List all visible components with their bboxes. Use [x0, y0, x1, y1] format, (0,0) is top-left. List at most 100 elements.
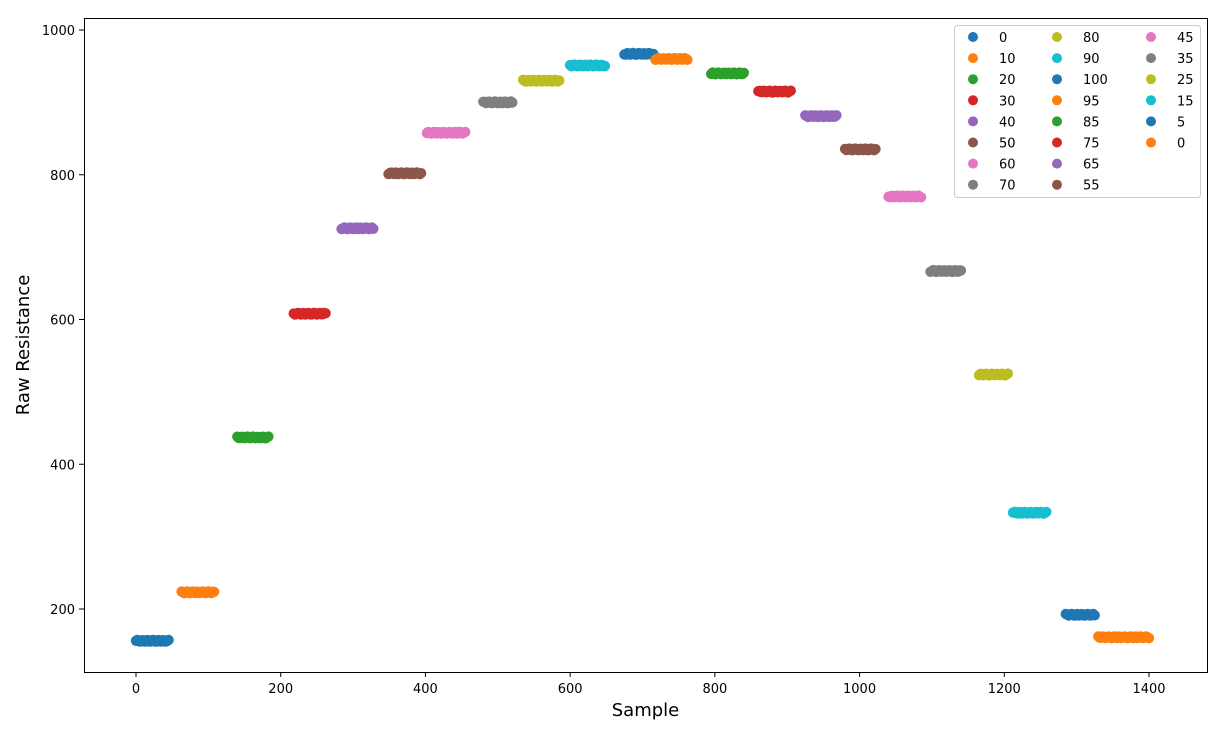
legend-marker-icon [1052, 179, 1062, 190]
legend-label: 75 [1083, 137, 1100, 152]
data-point [368, 223, 379, 234]
x-tick-label: 1000 [843, 682, 876, 697]
legend-marker-icon [968, 137, 978, 148]
series-70-points [478, 96, 518, 109]
series-35-points [925, 264, 967, 278]
legend-marker-icon [968, 95, 978, 106]
legend-marker-icon [968, 116, 978, 127]
legend: 0102030405060708090100958575655545352515… [954, 25, 1201, 198]
legend-label: 100 [1083, 73, 1108, 88]
legend-item: 25 [1146, 73, 1194, 88]
legend-marker-icon [968, 179, 978, 190]
legend-marker-icon [1146, 32, 1156, 42]
legend-item: 75 [1052, 137, 1100, 152]
legend-item: 90 [1052, 52, 1100, 67]
legend-label: 0 [1177, 137, 1185, 152]
legend-label: 55 [1083, 179, 1100, 194]
legend-label: 35 [1177, 52, 1194, 67]
series-45-points [883, 190, 927, 203]
legend-label: 5 [1177, 115, 1185, 130]
legend-marker-icon [1052, 53, 1062, 64]
series-40-points [336, 222, 379, 235]
series-55-points [839, 143, 881, 156]
legend-item: 15 [1146, 94, 1194, 109]
legend-label: 10 [999, 52, 1016, 67]
y-tick-label: 600 [50, 314, 75, 329]
data-point [554, 75, 565, 86]
legend-label: 45 [1177, 31, 1194, 46]
series-80-points [517, 74, 565, 87]
data-point [599, 60, 611, 72]
legend-label: 60 [999, 158, 1016, 173]
series-30-points [288, 307, 331, 320]
legend-marker-icon [1146, 74, 1156, 85]
series-5-points [1060, 608, 1100, 621]
legend-item: 70 [968, 179, 1016, 194]
series-10-points [176, 586, 220, 599]
x-tick-label: 400 [413, 682, 438, 697]
legend-marker-icon [1146, 137, 1156, 148]
legend-marker-icon [968, 158, 978, 169]
legend-item: 0 [1146, 137, 1185, 152]
plot-area-frame [84, 18, 1208, 673]
legend-item: 65 [1052, 158, 1100, 173]
legend-box [954, 25, 1201, 198]
data-point [460, 126, 471, 138]
y-axis-ticks: 200 400 600 800 1000 [42, 24, 84, 618]
legend-label: 85 [1083, 115, 1100, 130]
data-point [831, 110, 842, 121]
legend-item: 50 [968, 137, 1016, 152]
legend-item: 10 [968, 52, 1016, 67]
legend-marker-icon [968, 53, 978, 64]
series-0-points [1093, 631, 1155, 644]
data-point [320, 308, 331, 319]
legend-label: 30 [999, 94, 1016, 109]
series-20-points [232, 431, 274, 444]
data-point [915, 192, 927, 203]
y-tick-label: 1000 [42, 24, 75, 39]
legend-item: 80 [1052, 31, 1100, 46]
legend-label: 20 [999, 73, 1016, 88]
series-0-points [130, 634, 174, 647]
legend-marker-icon [1146, 116, 1156, 127]
legend-item: 95 [1052, 94, 1100, 109]
data-point [682, 54, 693, 65]
y-axis-title: Raw Resistance [13, 275, 34, 416]
data-point [1041, 506, 1052, 518]
legend-item: 35 [1146, 52, 1194, 67]
legend-label: 70 [999, 179, 1016, 194]
legend-label: 50 [999, 137, 1016, 152]
legend-label: 15 [1177, 94, 1194, 109]
data-point [785, 85, 796, 96]
legend-item: 0 [968, 31, 1007, 46]
legend-marker-icon [1052, 116, 1062, 127]
x-tick-label: 800 [702, 682, 727, 697]
data-point [1089, 610, 1100, 621]
series-25-points [973, 368, 1014, 381]
legend-label: 65 [1083, 158, 1100, 173]
legend-marker-icon [1052, 137, 1062, 148]
legend-label: 25 [1177, 73, 1194, 88]
x-tick-label: 1400 [1132, 682, 1165, 697]
data-point [738, 67, 749, 79]
legend-label: 90 [1083, 52, 1100, 67]
legend-marker-icon [968, 32, 978, 42]
y-tick-label: 400 [50, 458, 75, 473]
legend-label: 0 [999, 31, 1007, 46]
series-90-points [564, 59, 611, 72]
data-point [507, 97, 518, 108]
legend-marker-icon [1052, 158, 1062, 169]
legend-marker-icon [1146, 53, 1156, 64]
legend-marker-icon [1052, 95, 1062, 106]
data-point [163, 634, 174, 646]
x-tick-label: 0 [132, 682, 140, 697]
legend-item: 60 [968, 158, 1016, 173]
data-point [870, 143, 881, 155]
data-points [130, 47, 1155, 647]
data-point [955, 265, 967, 276]
data-point [208, 586, 220, 597]
x-axis-title: Sample [612, 700, 680, 721]
legend-item: 5 [1146, 115, 1185, 130]
legend-item: 85 [1052, 115, 1100, 130]
